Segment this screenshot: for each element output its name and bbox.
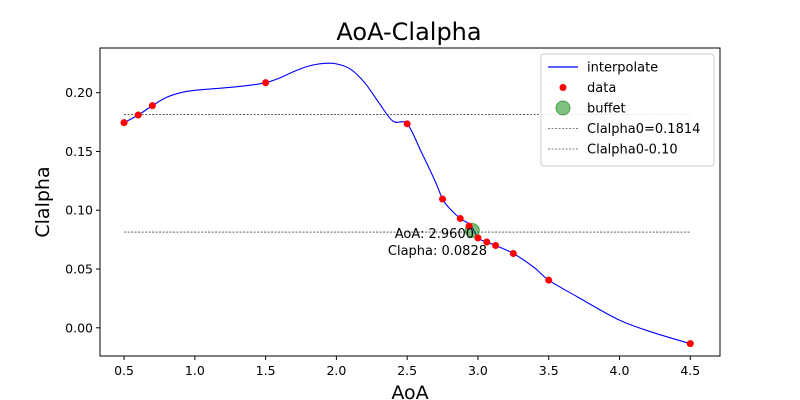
x-tick-label: 1.5 [256,363,276,378]
y-tick-label: 0.00 [65,320,93,335]
legend-label: Clalpha0-0.10 [587,143,678,158]
legend-swatch-data [559,84,567,91]
y-tick-label: 0.15 [65,144,93,159]
data-point [492,241,500,249]
x-axis-ticks: 0.5 1.0 1.5 2.0 2.5 3.0 3.5 4.0 4.5 [114,356,700,378]
data-point [483,238,491,246]
x-tick-label: 3.5 [539,363,559,378]
legend-label: data [587,81,616,96]
y-axis-label: Clalpha [32,166,54,237]
x-tick-label: 0.5 [114,363,134,378]
interpolate-series [123,62,691,345]
interpolate-line [123,62,691,345]
buffet-annotation: AoA: 2.9600 Clapha: 0.0828 [388,227,487,259]
data-point [456,214,464,222]
x-tick-label: 3.0 [468,363,488,378]
data-point [120,119,128,127]
y-tick-label: 0.10 [65,203,93,218]
y-tick-label: 0.05 [65,262,93,277]
data-point [439,195,447,203]
data-point [403,120,411,128]
data-point [148,102,156,110]
legend-box [540,53,715,167]
x-axis-label: AoA [391,382,428,400]
x-tick-label: 4.5 [680,363,700,378]
annotation-aoa: AoA: 2.9600 [395,227,474,242]
y-tick-label: 0.20 [65,85,93,100]
data-point [545,276,553,284]
chart-title: AoA-Clalpha [336,18,481,46]
data-point [509,249,517,257]
y-axis-ticks: 0.00 0.05 0.10 0.15 0.20 [65,85,100,335]
x-tick-label: 2.0 [326,363,346,378]
data-point [134,111,142,119]
x-tick-label: 2.5 [397,363,417,378]
legend-label: interpolate [587,61,658,76]
data-point [474,234,482,242]
data-point [465,222,473,230]
legend: interpolate data buffet Clalpha0=0.1814 Clal… [540,53,715,167]
data-series [120,79,694,348]
data-point [686,340,694,348]
x-tick-label: 4.0 [610,363,630,378]
legend-swatch-buffet [555,100,571,116]
legend-label: buffet [587,102,626,117]
annotation-clapha: Clapha: 0.0828 [388,244,487,259]
x-tick-label: 1.0 [185,363,205,378]
data-point [262,79,270,87]
plot-frame [99,47,721,357]
legend-label: Clalpha0=0.1814 [587,122,700,137]
